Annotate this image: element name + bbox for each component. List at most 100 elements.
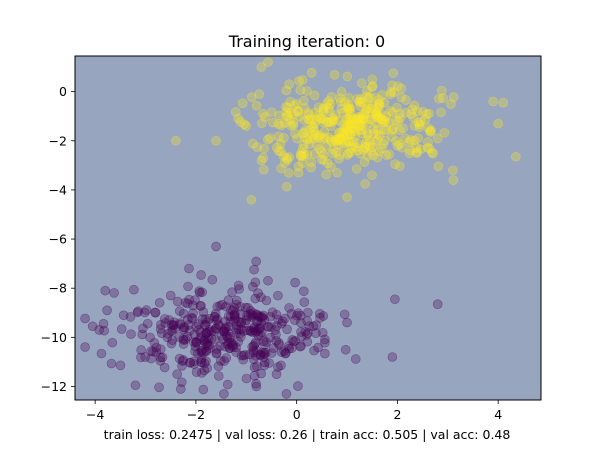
scatter-point — [354, 96, 365, 107]
scatter-point — [354, 125, 365, 135]
scatter-point — [423, 137, 433, 147]
scatter-point — [321, 169, 331, 180]
scatter-point — [355, 148, 366, 159]
scatter-point — [281, 107, 292, 117]
scatter-point — [273, 119, 284, 129]
scatter-point — [357, 128, 367, 139]
scatter-point — [282, 102, 293, 113]
scatter-point — [228, 339, 239, 350]
scatter-point — [404, 137, 414, 147]
scatter-point — [318, 311, 329, 321]
scatter-point — [261, 295, 272, 306]
scatter-point — [162, 332, 173, 343]
scatter-point — [331, 147, 341, 157]
scatter-point — [367, 142, 378, 153]
scatter-point — [221, 301, 232, 312]
scatter-point — [163, 329, 173, 339]
scatter-point — [343, 93, 354, 103]
scatter-point — [238, 354, 249, 365]
scatter-point — [299, 115, 309, 125]
scatter-point — [371, 108, 381, 118]
scatter-point — [315, 308, 325, 319]
scatter-point — [245, 326, 256, 336]
scatter-point — [256, 318, 267, 328]
scatter-point — [288, 336, 299, 347]
scatter-point — [425, 127, 436, 137]
scatter-point — [202, 338, 213, 348]
scatter-point — [205, 343, 215, 353]
scatter-point — [246, 92, 257, 102]
scatter-point — [256, 155, 267, 166]
scatter-point — [201, 356, 211, 367]
scatter-point — [289, 109, 299, 120]
scatter-point — [247, 327, 258, 338]
scatter-point — [321, 141, 332, 151]
scatter-point — [255, 323, 265, 334]
scatter-point — [221, 353, 232, 363]
scatter-point — [190, 346, 200, 357]
scatter-point — [209, 325, 220, 336]
scatter-point — [342, 71, 353, 82]
scatter-point — [229, 310, 240, 321]
scatter-point — [182, 298, 193, 309]
scatter-point — [337, 107, 348, 118]
scatter-point — [197, 314, 208, 324]
scatter-point — [233, 113, 243, 124]
scatter-point — [363, 93, 373, 104]
scatter-point — [448, 92, 459, 102]
scatter-point — [387, 125, 398, 135]
scatter-point — [287, 335, 298, 345]
scatter-point — [428, 148, 438, 159]
scatter-point — [183, 281, 193, 292]
scatter-point — [265, 311, 275, 322]
scatter-point — [314, 133, 325, 143]
scatter-point — [107, 337, 118, 348]
scatter-point — [413, 133, 424, 144]
scatter-point — [283, 168, 294, 178]
scatter-point — [156, 328, 167, 338]
scatter-point — [223, 311, 234, 321]
scatter-point — [265, 133, 275, 143]
scatter-point — [373, 103, 383, 113]
scatter-point — [343, 104, 353, 115]
scatter-point — [272, 321, 282, 331]
scatter-point — [191, 337, 202, 347]
scatter-point — [231, 342, 242, 353]
scatter-point — [250, 339, 260, 349]
scatter-point — [289, 100, 300, 111]
scatter-point — [390, 294, 400, 305]
scatter-point — [155, 344, 166, 355]
scatter-point — [252, 310, 263, 321]
scatter-point — [223, 295, 234, 305]
scatter-point — [347, 122, 358, 133]
scatter-point — [434, 93, 444, 104]
scatter-point — [243, 302, 253, 313]
scatter-point — [380, 115, 391, 126]
scatter-point — [320, 337, 330, 348]
scatter-point — [291, 99, 302, 109]
scatter-point — [236, 318, 246, 328]
scatter-point — [493, 118, 503, 129]
scatter-point — [271, 309, 282, 320]
scatter-point — [276, 120, 286, 131]
scatter-point — [336, 87, 347, 97]
scatter-point — [318, 106, 329, 117]
scatter-point — [348, 118, 358, 129]
scatter-point — [354, 121, 365, 131]
scatter-point — [203, 333, 214, 344]
scatter-point — [309, 125, 320, 136]
scatter-point — [314, 130, 325, 140]
scatter-point — [255, 349, 266, 360]
scatter-point — [280, 348, 291, 358]
scatter-point — [366, 109, 377, 120]
scatter-point — [204, 325, 215, 335]
scatter-point — [362, 119, 373, 129]
scatter-point — [412, 106, 423, 117]
scatter-point — [407, 104, 418, 115]
scatter-point — [290, 277, 300, 288]
scatter-point — [167, 325, 178, 335]
scatter-point — [352, 145, 363, 156]
scatter-point — [412, 147, 422, 157]
scatter-point — [488, 96, 498, 107]
scatter-point — [191, 337, 201, 348]
